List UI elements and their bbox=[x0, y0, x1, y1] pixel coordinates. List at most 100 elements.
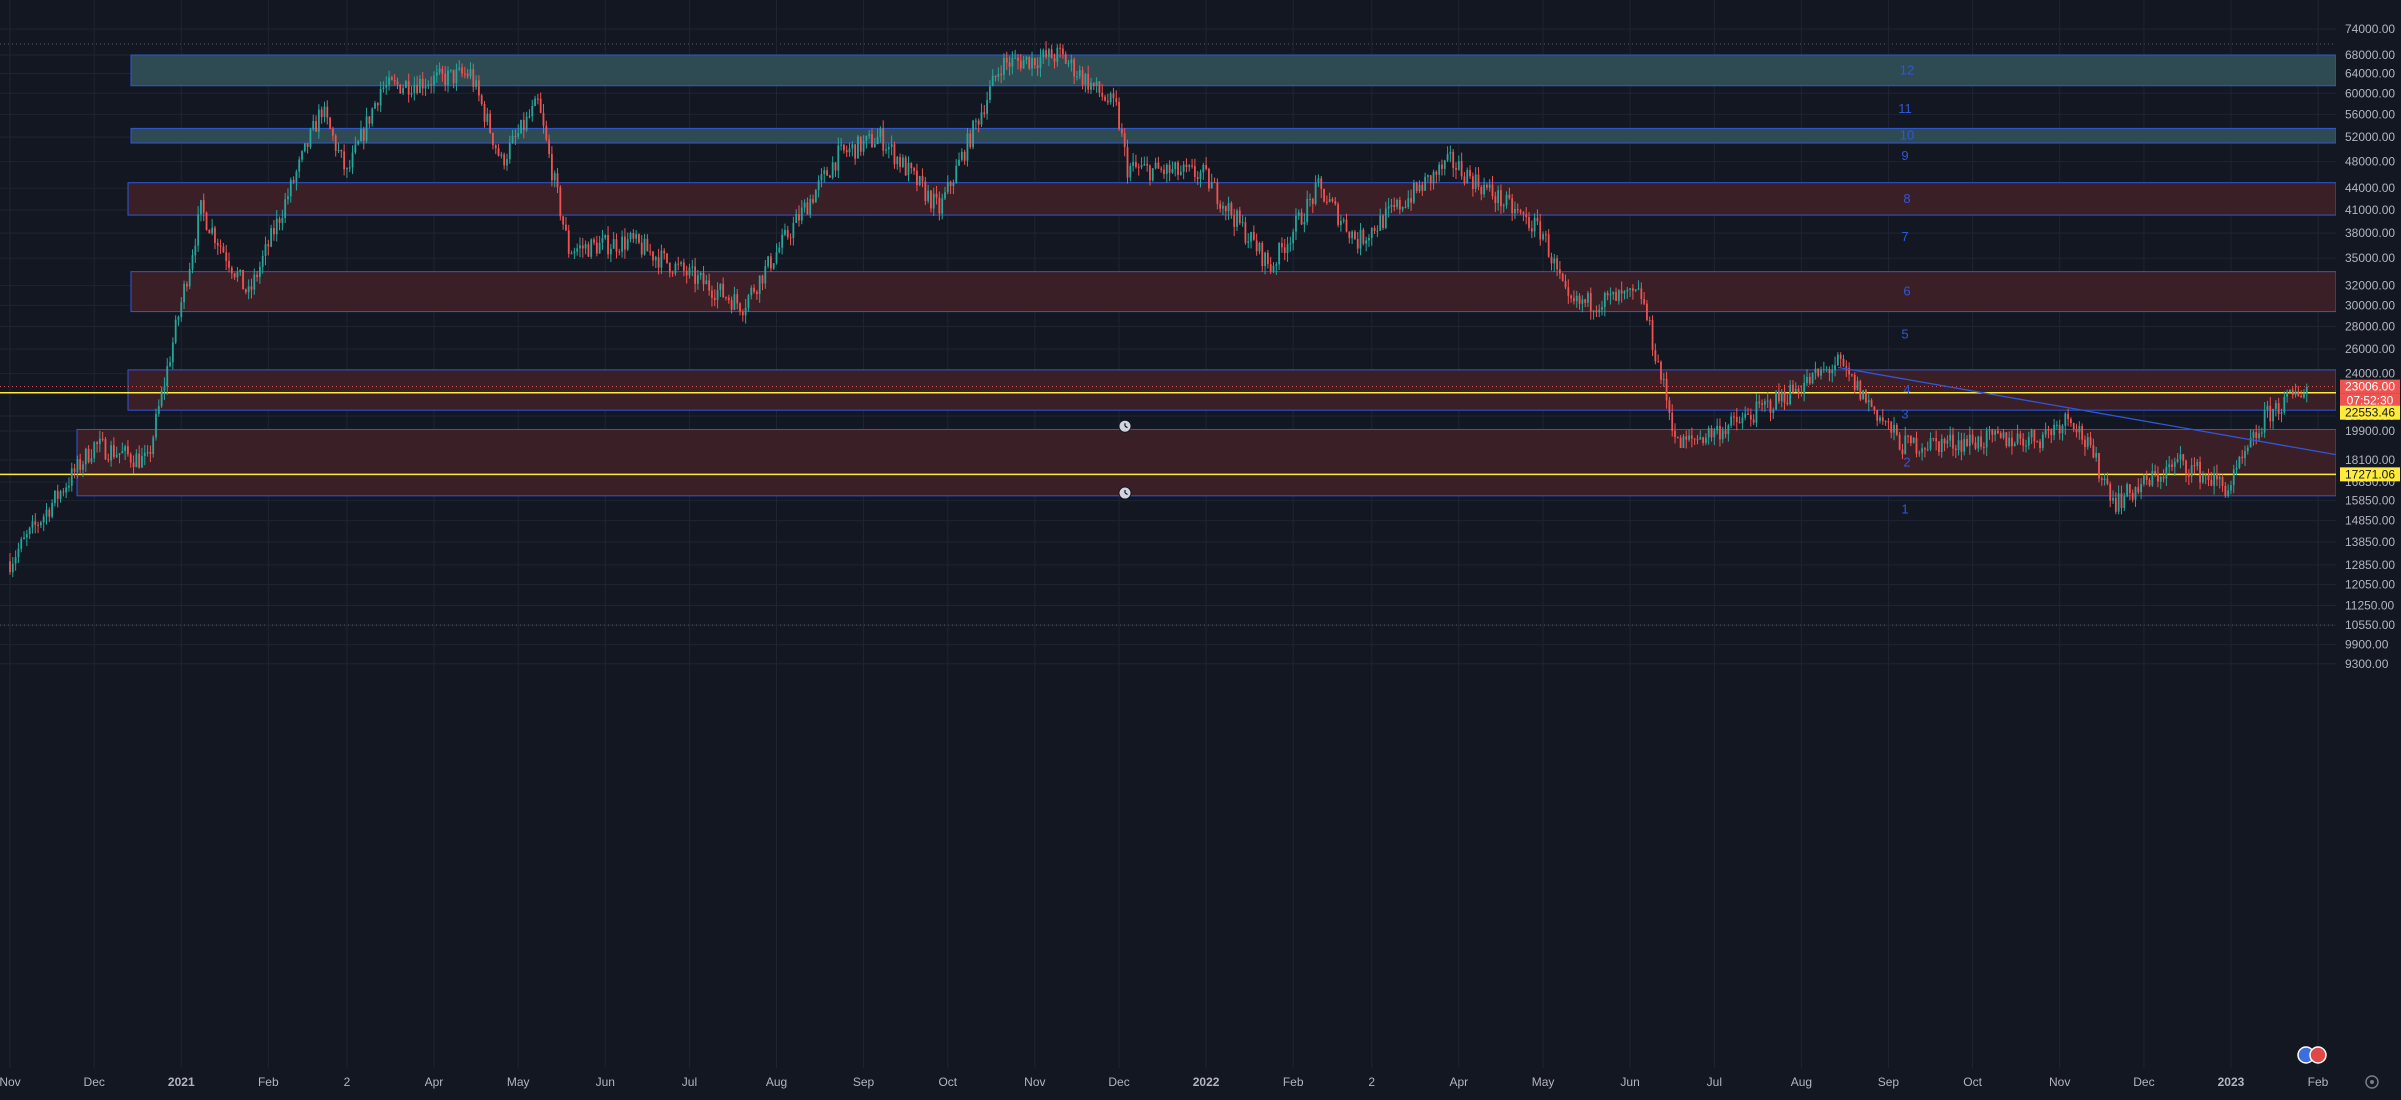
candle-body bbox=[994, 75, 997, 77]
candle-body bbox=[1168, 164, 1171, 173]
candle-body bbox=[202, 200, 205, 213]
candle-body bbox=[1171, 168, 1174, 173]
candle-body bbox=[1090, 82, 1092, 90]
candle-body bbox=[340, 149, 343, 152]
alarm-clock-icon[interactable] bbox=[1118, 486, 1132, 500]
time-tick-label: Aug bbox=[1791, 1075, 1812, 1089]
candle-body bbox=[1997, 430, 1999, 434]
candle-body bbox=[1429, 175, 1432, 184]
candle-body bbox=[1247, 241, 1250, 243]
descending-trend-line[interactable] bbox=[1837, 366, 2339, 456]
candle-body bbox=[859, 136, 862, 152]
candle-body bbox=[1354, 231, 1356, 239]
zone-number-label: 12 bbox=[1900, 62, 1914, 77]
candle-body bbox=[1053, 58, 1056, 62]
candle-body bbox=[138, 453, 141, 468]
zone-rect-4[interactable] bbox=[127, 369, 2337, 411]
misc-controls bbox=[2297, 1046, 2379, 1089]
time-axis[interactable]: Nov Dec 2021 Feb 2 Apr May Jun Jul Aug Sep Oct Nov De… bbox=[0, 1068, 2336, 1095]
candle-body bbox=[1556, 258, 1558, 270]
candle-body bbox=[188, 269, 191, 287]
candle-body bbox=[357, 141, 360, 145]
candle-body bbox=[609, 248, 612, 255]
candle-body bbox=[1216, 182, 1219, 204]
alarm-clock-icon[interactable] bbox=[1118, 419, 1132, 433]
level-labels: 12 10 8 6 4 2 11 9 7 5 3 1 bbox=[1898, 62, 1914, 516]
candle-body bbox=[1106, 100, 1109, 103]
zone-rect-2[interactable] bbox=[76, 428, 2337, 497]
candle-body bbox=[2227, 490, 2230, 496]
candle-body bbox=[1766, 400, 1769, 402]
candle-body bbox=[607, 235, 609, 255]
candle-body bbox=[152, 437, 155, 454]
candle-body bbox=[287, 196, 289, 200]
candle-body bbox=[1547, 234, 1550, 257]
candle-body bbox=[1393, 205, 1396, 207]
candle-body bbox=[553, 173, 556, 181]
candle-body bbox=[868, 134, 871, 136]
price-tick-label: 18100.00 bbox=[2345, 453, 2395, 467]
candle-body bbox=[581, 245, 584, 249]
candle-body bbox=[733, 294, 736, 310]
candle-body bbox=[1558, 269, 1561, 274]
candle-body bbox=[433, 75, 435, 86]
trend-line[interactable] bbox=[1837, 366, 2339, 456]
candle-body bbox=[674, 263, 677, 274]
candle-body bbox=[1693, 438, 1696, 440]
candle-body bbox=[486, 113, 489, 122]
candle-body bbox=[1104, 96, 1106, 101]
candle-body bbox=[840, 144, 843, 146]
candle-body bbox=[1095, 81, 1098, 87]
candle-body bbox=[972, 120, 974, 148]
candle-body bbox=[1839, 354, 1842, 359]
candle-body bbox=[360, 129, 362, 142]
candle-body bbox=[899, 157, 901, 167]
candle-body bbox=[1634, 289, 1637, 291]
price-axis[interactable]: 74000.00 68000.00 64000.00 60000.00 56000.00… bbox=[2336, 0, 2401, 1095]
candle-body bbox=[1292, 231, 1295, 244]
candle-body bbox=[1488, 184, 1491, 188]
price-tick-label: 74000.00 bbox=[2345, 22, 2395, 36]
candle-body bbox=[59, 491, 62, 499]
zone-rect-12[interactable] bbox=[130, 54, 2337, 87]
candle-body bbox=[461, 67, 463, 74]
candle-body bbox=[682, 262, 685, 271]
candle-body bbox=[1432, 171, 1435, 184]
zone-rect-6[interactable] bbox=[130, 271, 2337, 313]
candle-body bbox=[901, 157, 904, 167]
candle-body bbox=[1654, 350, 1657, 362]
candle-body bbox=[404, 81, 407, 88]
candle-body bbox=[1362, 229, 1365, 244]
candle-body bbox=[1800, 393, 1803, 395]
time-tick-label: Dec bbox=[2133, 1075, 2154, 1089]
zone-rect-10[interactable] bbox=[130, 127, 2337, 144]
candle-body bbox=[612, 239, 615, 249]
candle-body bbox=[1966, 438, 1968, 446]
candle-body bbox=[506, 159, 508, 166]
candle-body bbox=[1842, 358, 1845, 367]
candle-body bbox=[1250, 232, 1252, 242]
candle-body bbox=[463, 73, 466, 75]
candle-body bbox=[1129, 165, 1132, 178]
candle-body bbox=[1592, 310, 1595, 312]
candle-body bbox=[517, 133, 520, 137]
candle-body bbox=[1224, 205, 1227, 212]
candle-body bbox=[2201, 475, 2204, 483]
candle-body bbox=[183, 283, 185, 303]
candle-body bbox=[1098, 81, 1101, 93]
candle-body bbox=[2148, 480, 2151, 486]
candle-body bbox=[1856, 381, 1859, 390]
candle-body bbox=[1418, 184, 1421, 191]
candle-body bbox=[1817, 368, 1820, 376]
candle-body bbox=[1747, 413, 1749, 415]
settings-gear-icon[interactable] bbox=[2365, 1075, 2379, 1089]
candle-body bbox=[1724, 430, 1727, 435]
candle-body bbox=[478, 80, 480, 96]
candle-body bbox=[739, 303, 741, 312]
candle-body bbox=[303, 143, 306, 152]
candle-body bbox=[104, 439, 107, 460]
market-flags-icon[interactable] bbox=[2297, 1046, 2327, 1064]
candle-body bbox=[452, 69, 455, 83]
